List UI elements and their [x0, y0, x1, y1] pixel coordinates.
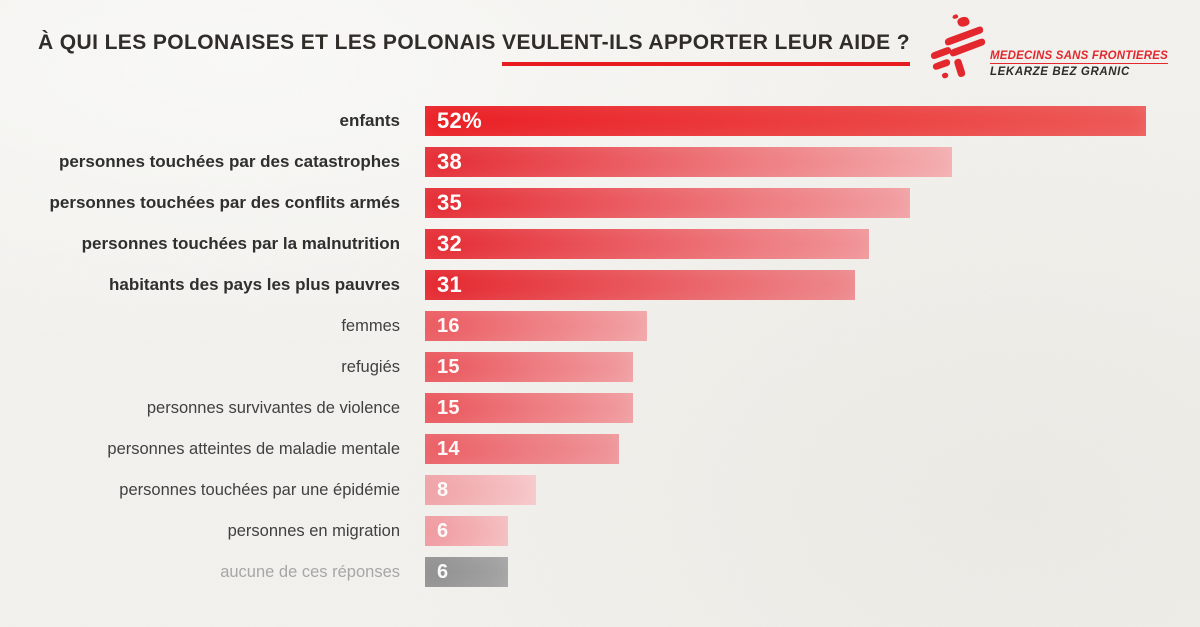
- value-label: 32: [437, 231, 463, 256]
- chart-row: personnes survivantes de violence 15: [0, 393, 1200, 423]
- msf-logo-line2: LEKARZE BEZ GRANIC: [990, 66, 1130, 78]
- chart-row: personnes en migration 6: [0, 516, 1200, 546]
- bar: 52%: [425, 106, 1146, 136]
- value-label: 35: [437, 190, 463, 215]
- bar: 15: [425, 393, 633, 423]
- title-text: À QUI LES POLONAISES ET LES POLONAIS: [38, 31, 503, 54]
- bar: 6: [425, 516, 508, 546]
- chart-row: habitants des pays les plus pauvres 31: [0, 270, 1200, 300]
- category-label: aucune de ces réponses: [220, 562, 400, 581]
- bar-chart: enfants 52% personnes touchées par des c…: [0, 106, 1200, 598]
- chart-row: personnes touchées par des catastrophes …: [0, 147, 1200, 177]
- category-label: habitants des pays les plus pauvres: [108, 275, 400, 294]
- value-label: 15: [437, 396, 460, 419]
- bar: 16: [425, 311, 647, 341]
- category-label: personnes en migration: [227, 521, 400, 540]
- chart-row: refugiés 15: [0, 352, 1200, 382]
- page-title: À QUI LES POLONAISES ET LES POLONAIS VEU…: [38, 31, 910, 66]
- chart-row: femmes 16: [0, 311, 1200, 341]
- chart-row: enfants 52%: [0, 106, 1200, 136]
- title-underlined-text: VEULENT-ILS APPORTER LEUR AIDE ?: [502, 31, 910, 66]
- value-label: 14: [437, 437, 460, 460]
- msf-logo-text: MEDECINS SANS FRONTIERES LEKARZE BEZ GRA…: [990, 50, 1168, 80]
- chart-row: personnes touchées par une épidémie 8: [0, 475, 1200, 505]
- chart-row: personnes touchées par des conflits armé…: [0, 188, 1200, 218]
- bar: 35: [425, 188, 910, 218]
- category-label: enfants: [339, 111, 400, 130]
- value-label: 15: [437, 355, 460, 378]
- msf-logo-line1: MEDECINS SANS FRONTIERES: [990, 50, 1168, 64]
- chart-row: aucune de ces réponses 6: [0, 557, 1200, 587]
- category-label: personnes survivantes de violence: [146, 398, 400, 417]
- category-label: personnes touchées par une épidémie: [119, 480, 400, 499]
- value-label: 16: [437, 314, 460, 337]
- bar: 8: [425, 475, 536, 505]
- bar: 31: [425, 270, 855, 300]
- bar: 38: [425, 147, 952, 177]
- bar: 14: [425, 434, 619, 464]
- bar: 15: [425, 352, 633, 382]
- value-label: 8: [437, 478, 449, 501]
- chart-row: personnes atteintes de maladie mentale 1…: [0, 434, 1200, 464]
- value-label: 52%: [437, 108, 482, 133]
- msf-logo: MEDECINS SANS FRONTIERES LEKARZE BEZ GRA…: [930, 14, 1168, 80]
- chart-row: personnes touchées par la malnutrition 3…: [0, 229, 1200, 259]
- value-label: 6: [437, 519, 449, 542]
- bar: 6: [425, 557, 508, 587]
- category-label: femmes: [341, 316, 400, 335]
- category-label: personnes touchées par des catastrophes: [58, 152, 400, 171]
- value-label: 38: [437, 149, 463, 174]
- value-label: 31: [437, 272, 463, 297]
- category-label: personnes touchées par la malnutrition: [81, 234, 400, 253]
- msf-runner-icon: [930, 14, 986, 79]
- category-label: personnes atteintes de maladie mentale: [107, 439, 400, 458]
- bar: 32: [425, 229, 869, 259]
- category-label: refugiés: [341, 357, 400, 376]
- category-label: personnes touchées par des conflits armé…: [49, 193, 400, 212]
- value-label: 6: [437, 560, 449, 583]
